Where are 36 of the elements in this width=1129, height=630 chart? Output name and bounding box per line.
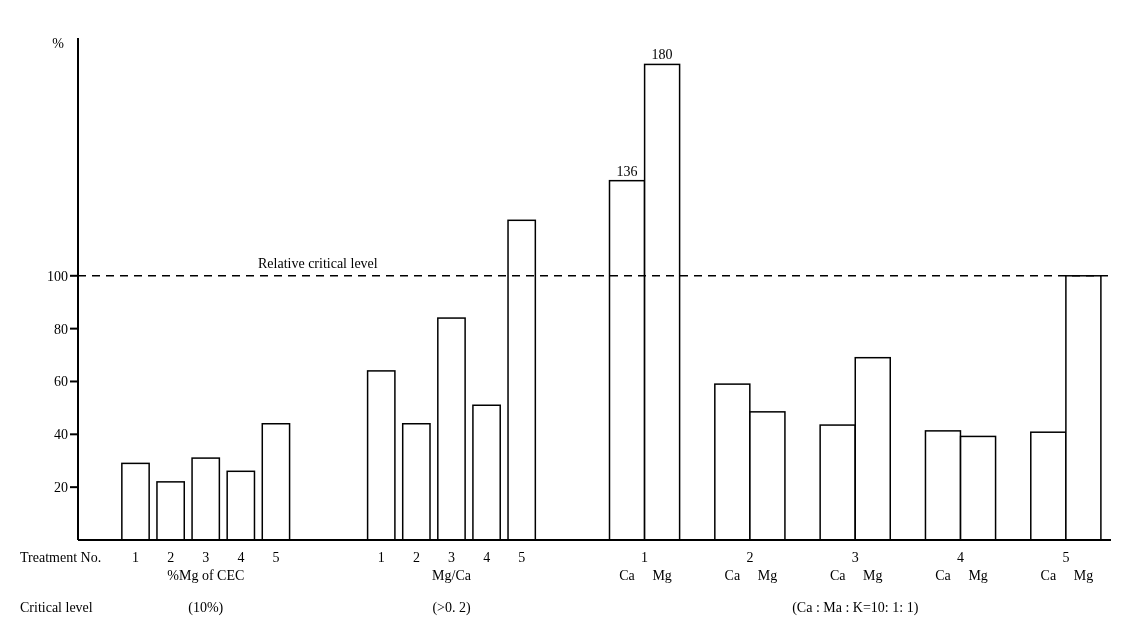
x-tick-label: Ca	[935, 568, 952, 583]
y-tick-label: 80	[54, 321, 68, 337]
text: (Ca : Ma : K=10: 1: 1)	[792, 600, 919, 616]
x-tick-label: Mg	[968, 568, 988, 583]
x-tick-label: 3	[202, 550, 210, 565]
text: (10%)	[188, 600, 224, 616]
x-tick-label: Ca	[1040, 568, 1057, 583]
text: %Mg of CEC	[167, 568, 245, 583]
data-label: 180	[651, 47, 673, 63]
x-tick-label: Ca	[829, 568, 847, 583]
x-tick-label: Ca	[724, 568, 741, 583]
x-tick-label: 1	[132, 550, 140, 565]
x-tick-label: 5	[272, 550, 280, 565]
x-tick-label: Mg	[1073, 568, 1094, 583]
y-tick-label: 40	[54, 427, 68, 443]
ref-line-label: Relative critical level	[258, 255, 378, 271]
data-label: 136	[616, 163, 638, 179]
text: (>0. 2)	[432, 600, 471, 616]
x-tick-label: 4	[483, 550, 491, 565]
y-tick-label: 100	[47, 268, 68, 284]
x-tick-label: 3	[448, 550, 456, 565]
x-tick-label: 2	[412, 550, 420, 565]
x-tick-label: 4	[237, 550, 245, 565]
x-tick-label: 5	[518, 550, 526, 565]
y-tick-label: 20	[54, 480, 68, 496]
text: Mg/Ca	[432, 568, 472, 583]
x-tick-label: Mg	[757, 568, 778, 583]
y-axis-title: %	[52, 35, 65, 51]
x-tick-label: Mg	[652, 568, 672, 583]
x-tick-label: 2	[167, 550, 175, 565]
x-tick-label: Mg	[863, 568, 883, 583]
text: Treatment No.	[20, 550, 102, 565]
y-tick-label: 60	[54, 374, 68, 390]
x-tick-label: 1	[377, 550, 385, 565]
x-tick-label: Ca	[619, 568, 636, 583]
text: Critical level	[20, 600, 93, 615]
